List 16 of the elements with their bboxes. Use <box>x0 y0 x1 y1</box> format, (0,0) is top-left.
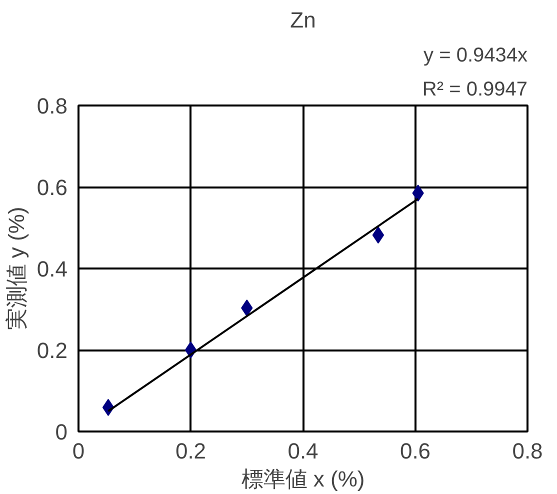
y-tick-label: 0.8 <box>36 94 68 118</box>
y-tick-label: 0 <box>55 420 68 444</box>
x-tick-label: 0.8 <box>512 438 543 464</box>
x-tick-label: 0.4 <box>288 438 318 464</box>
y-tick-label: 0.2 <box>36 338 68 363</box>
text: R² = 0.9947 <box>422 78 528 100</box>
x-tick-label: 0 <box>72 438 85 464</box>
chart-title: Zn <box>290 8 316 32</box>
text: y = 0.9434x <box>424 44 528 66</box>
y-tick-label: 0.6 <box>36 175 68 200</box>
point <box>372 226 384 244</box>
x-axis-title: 標準値 x (%) <box>241 466 365 492</box>
y-tick-label: 0.4 <box>36 256 68 282</box>
x-tick-label: 0.6 <box>400 438 431 464</box>
x-tick-label: 0.2 <box>175 438 206 464</box>
y-axis-title: 実測値 y (%) <box>4 206 29 330</box>
